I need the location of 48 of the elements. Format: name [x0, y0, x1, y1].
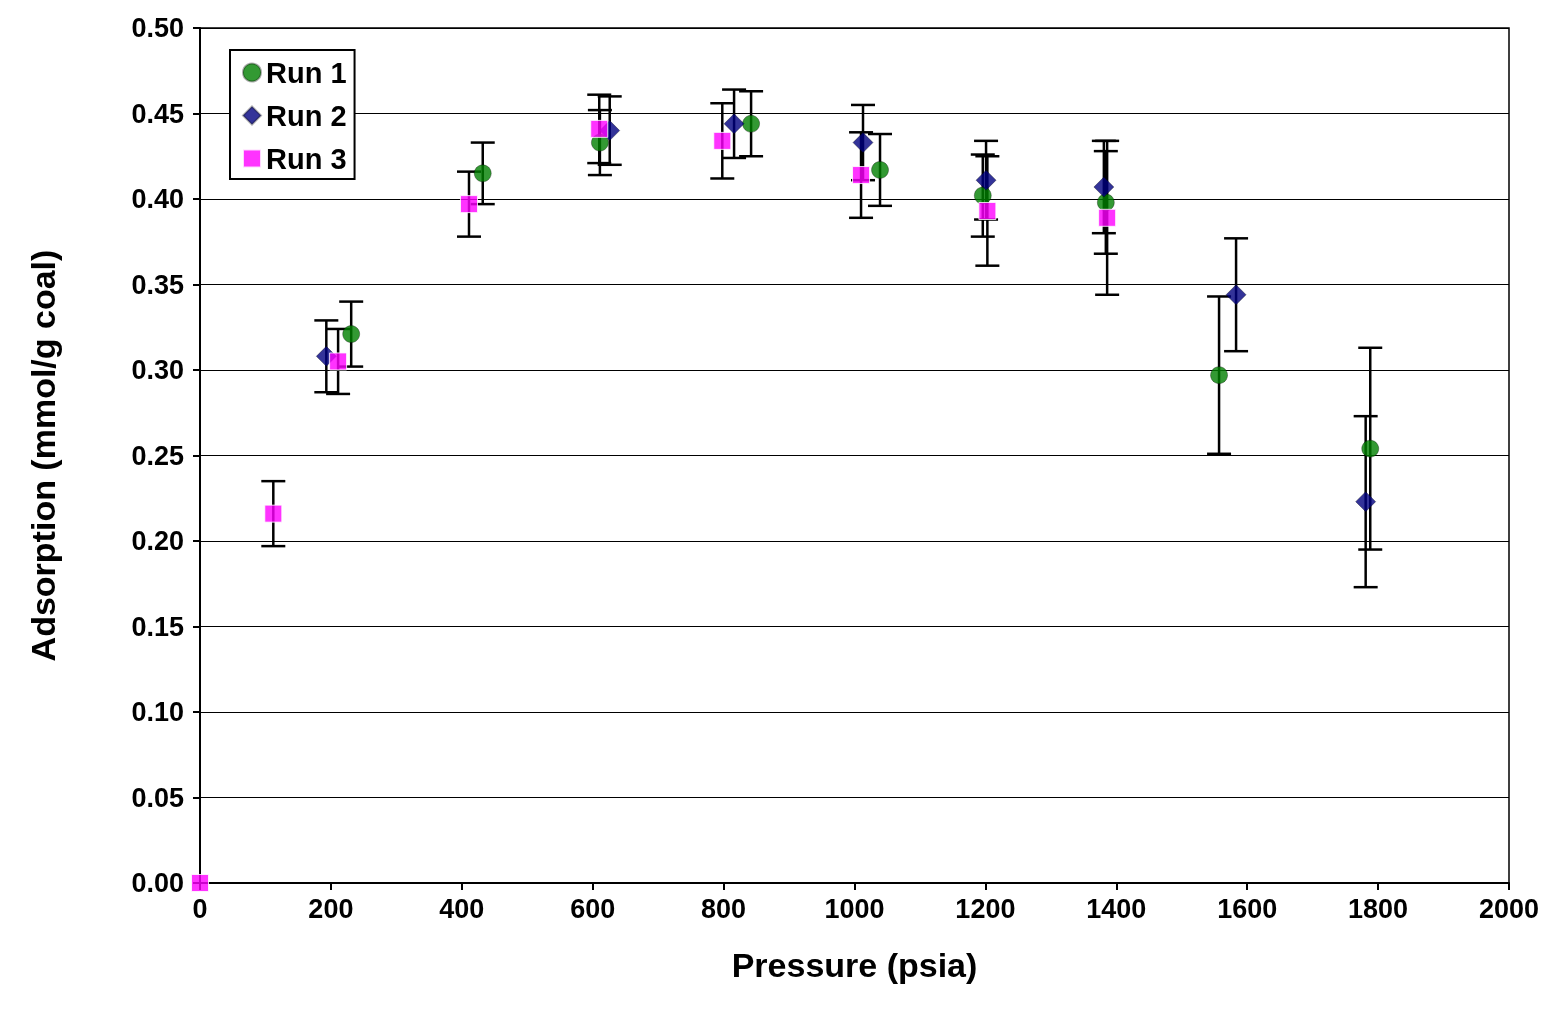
point: [975, 169, 997, 191]
point: [1098, 208, 1117, 227]
y-tick-label: 0.05: [131, 782, 184, 813]
x-tick-label: 1000: [824, 893, 885, 924]
point: [713, 131, 732, 150]
x-tick-label: 800: [701, 893, 747, 924]
x-tick-label: 1600: [1217, 893, 1278, 924]
point: [1361, 439, 1380, 458]
y-tick-label: 0.00: [131, 868, 184, 898]
point: [342, 325, 361, 344]
point: [871, 160, 890, 179]
legend-label: Run 2: [266, 99, 347, 132]
point: [852, 132, 874, 154]
point: [460, 195, 478, 214]
point: [329, 352, 348, 371]
point: [264, 504, 283, 523]
x-tick-label: 1200: [955, 893, 1016, 924]
x-tick-label: 1400: [1086, 893, 1147, 924]
y-tick-label: 0.10: [131, 697, 184, 727]
y-tick-label: 0.50: [131, 13, 184, 43]
point: [590, 119, 609, 138]
y-tick-label: 0.15: [131, 611, 184, 642]
legend-label: Run 3: [266, 142, 347, 175]
point: [1355, 491, 1377, 513]
point: [1225, 284, 1247, 306]
point: [852, 166, 871, 185]
point: [1093, 176, 1115, 198]
y-axis-title: Adsorption (mmol/g coal): [24, 249, 62, 662]
point: [723, 113, 745, 135]
x-tick-label: 400: [439, 893, 485, 924]
x-axis-title: Pressure (psia): [731, 946, 978, 984]
y-tick-label: 0.35: [131, 269, 184, 300]
point: [742, 114, 761, 133]
y-tick-label: 0.45: [131, 98, 184, 129]
x-tick-label: 1800: [1348, 893, 1409, 924]
legend-label: Run 1: [266, 56, 347, 89]
point: [473, 164, 492, 183]
y-tick-label: 0.40: [131, 184, 184, 214]
x-tick-label: 0: [192, 893, 208, 924]
x-tick-label: 2000: [1478, 893, 1540, 924]
point: [978, 201, 997, 220]
point: [191, 874, 209, 892]
x-tick-label: 600: [570, 893, 616, 924]
y-tick-label: 0.20: [131, 526, 184, 556]
y-tick-label: 0.30: [131, 355, 184, 385]
point: [1210, 366, 1229, 385]
x-tick-label: 200: [308, 893, 354, 924]
y-tick-label: 0.25: [131, 440, 184, 471]
